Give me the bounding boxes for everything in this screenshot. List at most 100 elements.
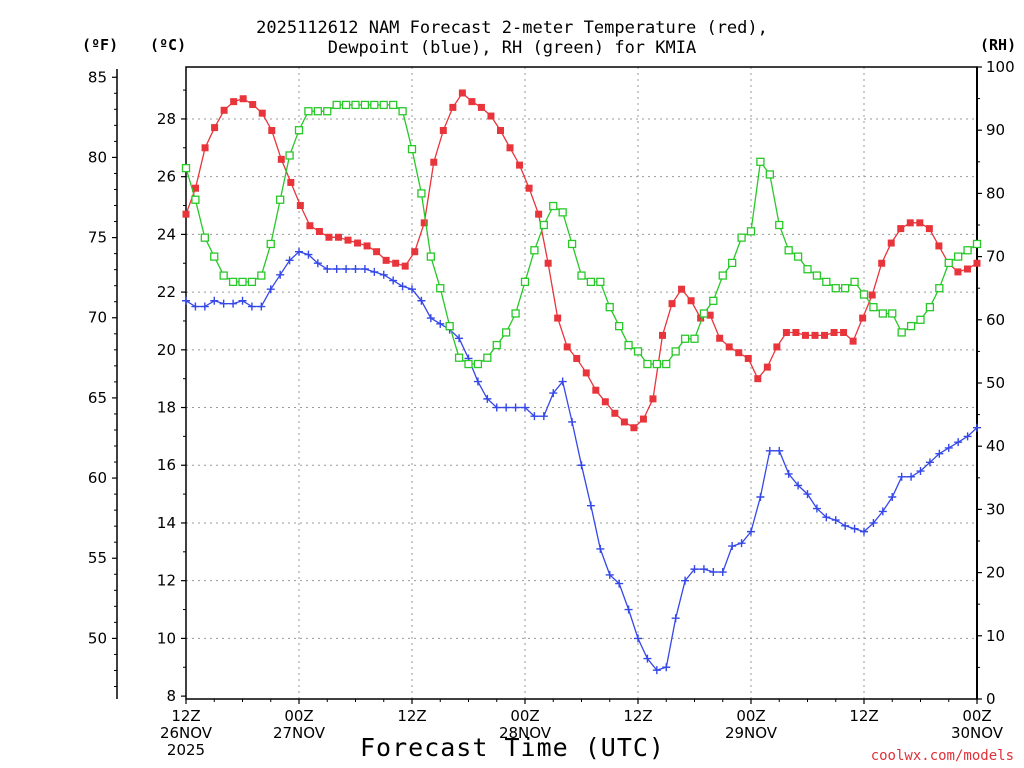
rh-point — [464, 359, 473, 369]
rh-point — [718, 271, 727, 280]
dewpoint-point — [238, 296, 247, 305]
dewpoint-point — [247, 302, 256, 311]
dewpoint-point — [756, 492, 765, 501]
dewpoint-point — [803, 490, 812, 499]
rh-point — [313, 107, 322, 116]
dewpoint-point — [549, 389, 558, 398]
temperature-point — [963, 265, 971, 273]
temperature-point — [630, 424, 638, 432]
x-tick-label: 00Z — [284, 707, 313, 725]
temperature-point — [840, 328, 848, 336]
temperature-point — [582, 369, 590, 377]
temperature-point — [801, 331, 809, 339]
dewpoint-point — [907, 472, 916, 481]
dewpoint-point — [605, 570, 614, 579]
rh-point — [577, 271, 586, 280]
rh-tick-label: 90 — [986, 121, 1005, 139]
dewpoint-point — [794, 481, 803, 490]
fahrenheit-tick-label: 75 — [88, 229, 107, 247]
rh-point — [775, 220, 784, 230]
dewpoint-point — [888, 492, 897, 501]
x-tick-label: 12Z — [849, 707, 878, 725]
dewpoint-point — [332, 265, 341, 274]
dewpoint-point — [323, 265, 332, 274]
rh-point — [285, 151, 294, 160]
rh-point — [615, 321, 624, 331]
temperature-point — [306, 222, 314, 230]
dewpoint-point — [342, 265, 351, 274]
x-tick-label: 2025 — [167, 741, 205, 759]
dewpoint-point — [596, 544, 605, 553]
dewpoint-point — [530, 412, 539, 421]
dewpoint-point — [699, 565, 708, 574]
chart-subtitle: Dewpoint (blue), RH (green) for KMIA — [327, 38, 697, 58]
rh-point — [812, 271, 822, 280]
x-tick-label: 00Z — [510, 707, 539, 725]
temperature-point — [916, 219, 924, 227]
rh-point — [793, 252, 803, 261]
temperature-point — [811, 331, 819, 339]
rh-point — [276, 195, 285, 204]
rh-point — [624, 340, 633, 350]
fahrenheit-tick-label: 55 — [88, 549, 107, 567]
temperature-point — [744, 354, 752, 362]
rh-point — [737, 233, 746, 242]
x-tick-label: 29NOV — [725, 724, 778, 742]
dewpoint-point — [878, 507, 887, 516]
temperature-point — [239, 95, 247, 103]
chart-grid — [186, 67, 977, 699]
dewpoint-point — [586, 501, 595, 510]
celsius-tick-label: 14 — [157, 514, 176, 532]
dewpoint-point — [615, 579, 624, 588]
rh-point — [511, 309, 520, 318]
dewpoint-point — [784, 469, 793, 478]
dewpoint-point — [200, 302, 209, 311]
celsius-tick-label: 16 — [157, 456, 176, 474]
dewpoint-point — [417, 296, 426, 305]
dewpoint-point — [652, 666, 661, 675]
temperature-point — [249, 101, 257, 109]
dewpoint-point — [963, 432, 972, 441]
dewpoint-point — [577, 461, 586, 470]
dewpoint-point — [624, 605, 633, 614]
rh-tick-label: 40 — [986, 437, 1005, 455]
temperature-point — [573, 354, 581, 362]
dewpoint-point — [191, 302, 200, 311]
dewpoint-point — [276, 270, 285, 279]
temperature-point — [535, 210, 543, 218]
temperature-point — [668, 300, 676, 308]
temperature-point — [906, 219, 914, 227]
credit-link[interactable]: coolwx.com/models — [870, 748, 1014, 764]
temperature-point — [935, 242, 943, 250]
temperature-point — [325, 233, 333, 241]
rh-tick-label: 100 — [986, 58, 1015, 76]
temperature-point — [506, 144, 514, 152]
dewpoint-point — [426, 314, 435, 323]
temperature-point — [649, 395, 657, 403]
temperature-point — [468, 98, 476, 106]
rh-point — [784, 246, 793, 255]
dewpoint-point — [737, 539, 746, 548]
rh-point — [831, 284, 840, 293]
temperature-point — [563, 343, 571, 351]
celsius-unit-label: (ºC) — [150, 36, 187, 54]
x-tick-label: 12Z — [171, 707, 200, 725]
rh-point — [897, 328, 906, 337]
dewpoint-point — [973, 423, 981, 432]
dewpoint-point — [539, 412, 548, 421]
rh-point — [181, 163, 191, 173]
dewpoint-point — [747, 527, 755, 536]
rh-point — [520, 277, 530, 287]
temperature-point — [687, 297, 695, 305]
temperature-point — [868, 291, 876, 299]
rh-point — [200, 233, 209, 242]
rh-point — [746, 227, 756, 236]
temperature-point — [277, 155, 285, 163]
fahrenheit-tick-label: 85 — [88, 68, 107, 86]
rh-point — [389, 100, 398, 110]
temperature-point — [887, 239, 895, 247]
temperature-point — [220, 106, 228, 114]
fahrenheit-unit-label: (ºF) — [82, 36, 119, 54]
temperature-point — [611, 409, 619, 417]
rh-point — [765, 170, 774, 179]
